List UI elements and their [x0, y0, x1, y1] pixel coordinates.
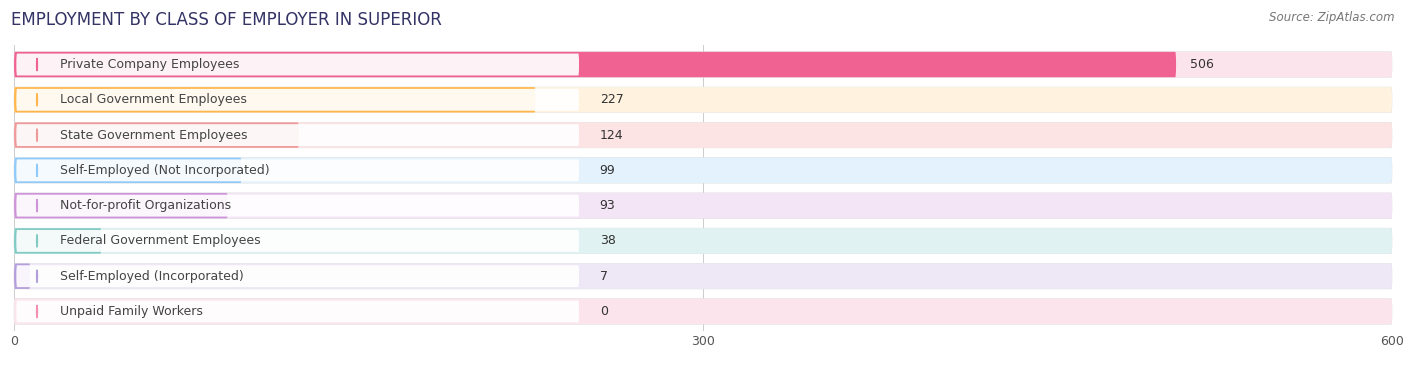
FancyBboxPatch shape	[14, 193, 1392, 218]
FancyBboxPatch shape	[17, 195, 579, 217]
FancyBboxPatch shape	[14, 122, 1392, 148]
FancyBboxPatch shape	[14, 193, 228, 218]
FancyBboxPatch shape	[17, 159, 579, 181]
Text: Private Company Employees: Private Company Employees	[60, 58, 239, 71]
FancyBboxPatch shape	[14, 228, 101, 254]
Text: 227: 227	[599, 93, 623, 106]
Text: EMPLOYMENT BY CLASS OF EMPLOYER IN SUPERIOR: EMPLOYMENT BY CLASS OF EMPLOYER IN SUPER…	[11, 11, 441, 29]
Text: State Government Employees: State Government Employees	[60, 129, 247, 142]
FancyBboxPatch shape	[14, 264, 1392, 289]
FancyBboxPatch shape	[14, 193, 1392, 218]
Text: Self-Employed (Not Incorporated): Self-Employed (Not Incorporated)	[60, 164, 270, 177]
FancyBboxPatch shape	[14, 52, 1175, 77]
FancyBboxPatch shape	[14, 87, 536, 112]
Text: Source: ZipAtlas.com: Source: ZipAtlas.com	[1270, 11, 1395, 24]
FancyBboxPatch shape	[14, 158, 1392, 183]
FancyBboxPatch shape	[14, 228, 1392, 254]
FancyBboxPatch shape	[17, 89, 579, 111]
FancyBboxPatch shape	[14, 122, 1392, 148]
FancyBboxPatch shape	[17, 54, 579, 76]
Text: 506: 506	[1189, 58, 1213, 71]
FancyBboxPatch shape	[17, 265, 579, 287]
Text: Self-Employed (Incorporated): Self-Employed (Incorporated)	[60, 270, 243, 283]
FancyBboxPatch shape	[14, 299, 1392, 324]
Text: 93: 93	[599, 199, 616, 212]
FancyBboxPatch shape	[14, 52, 1392, 77]
FancyBboxPatch shape	[14, 87, 1392, 112]
FancyBboxPatch shape	[14, 264, 30, 289]
Text: Local Government Employees: Local Government Employees	[60, 93, 247, 106]
Text: 7: 7	[599, 270, 607, 283]
Text: 0: 0	[599, 305, 607, 318]
FancyBboxPatch shape	[14, 158, 242, 183]
FancyBboxPatch shape	[14, 52, 1392, 77]
Text: 38: 38	[599, 234, 616, 247]
Text: 99: 99	[599, 164, 616, 177]
FancyBboxPatch shape	[17, 124, 579, 146]
FancyBboxPatch shape	[14, 122, 299, 148]
FancyBboxPatch shape	[14, 228, 1392, 254]
FancyBboxPatch shape	[14, 87, 1392, 112]
FancyBboxPatch shape	[14, 299, 1392, 324]
Text: 124: 124	[599, 129, 623, 142]
Text: Federal Government Employees: Federal Government Employees	[60, 234, 260, 247]
Text: Unpaid Family Workers: Unpaid Family Workers	[60, 305, 202, 318]
Text: Not-for-profit Organizations: Not-for-profit Organizations	[60, 199, 231, 212]
FancyBboxPatch shape	[14, 158, 1392, 183]
FancyBboxPatch shape	[14, 264, 1392, 289]
FancyBboxPatch shape	[17, 300, 579, 322]
FancyBboxPatch shape	[17, 230, 579, 252]
